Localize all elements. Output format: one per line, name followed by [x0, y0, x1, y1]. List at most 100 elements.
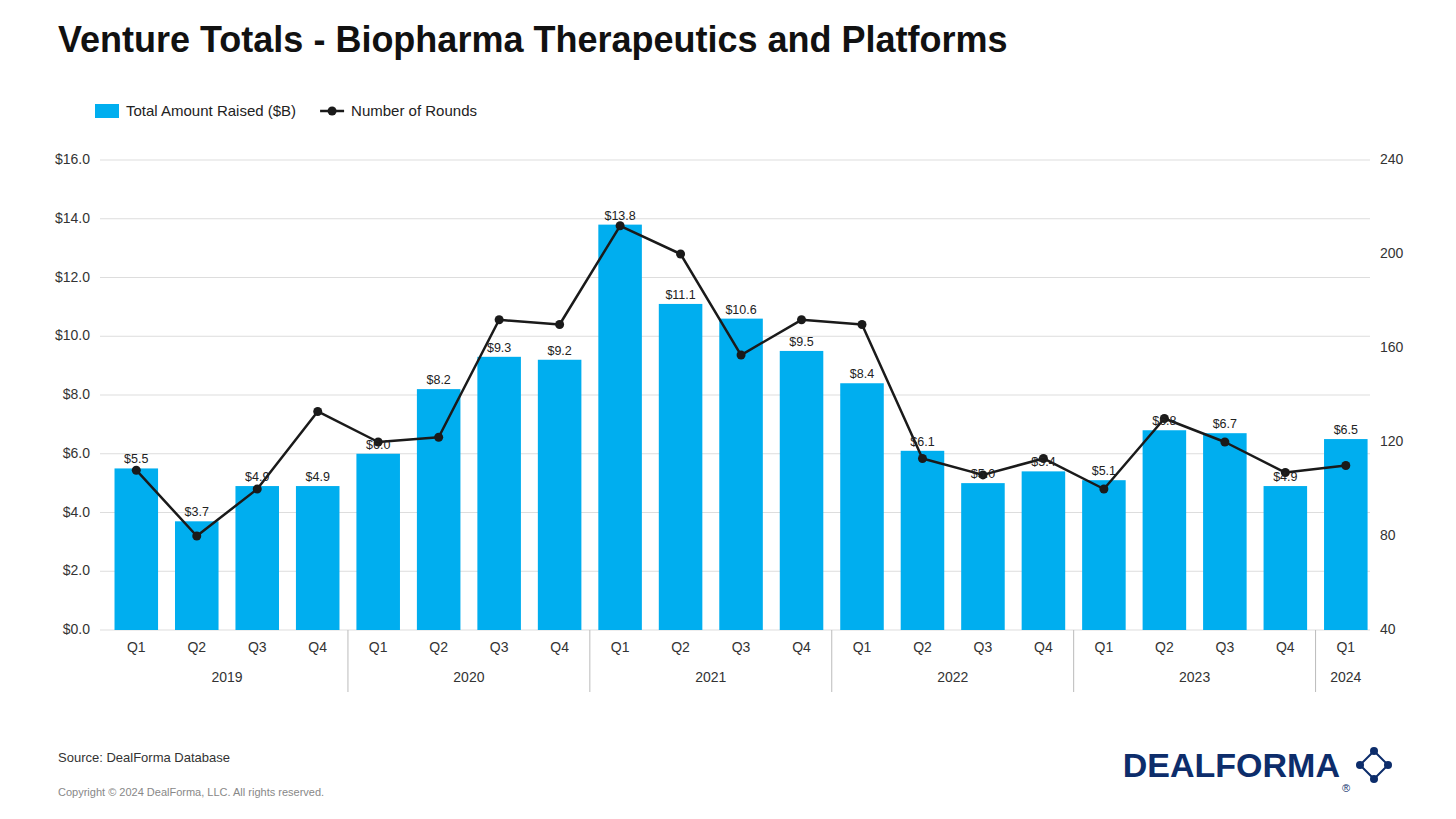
bar: [780, 351, 824, 630]
data-label: $3.7: [185, 505, 209, 519]
x-tick-label: Q3: [732, 639, 751, 655]
x-tick-label: Q3: [1216, 639, 1235, 655]
bar: [719, 319, 763, 630]
bar: [477, 357, 521, 630]
y2-tick-label: 160: [1380, 339, 1404, 355]
bar: [901, 451, 945, 630]
data-label: $9.3: [487, 341, 511, 355]
y2-tick-label: 80: [1380, 527, 1396, 543]
x-tick-label: Q4: [550, 639, 569, 655]
line-marker: [616, 221, 625, 230]
y-tick-label: $10.0: [55, 327, 90, 343]
title: Venture Totals - Biopharma Therapeutics …: [58, 19, 1008, 60]
data-label: $9.2: [547, 344, 571, 358]
data-label: $5.1: [1092, 464, 1116, 478]
data-label: $4.9: [1273, 470, 1297, 484]
y-tick-label: $6.0: [63, 445, 90, 461]
line-marker: [313, 407, 322, 416]
bar: [175, 521, 219, 630]
legend: Total Amount Raised ($B)Number of Rounds: [95, 102, 477, 119]
logo: DEALFORMA®: [1123, 746, 1392, 794]
line-marker: [918, 454, 927, 463]
line-marker: [737, 351, 746, 360]
data-label: $13.8: [604, 209, 635, 223]
bar: [1264, 486, 1308, 630]
legend-swatch: [328, 107, 337, 116]
y-tick-label: $16.0: [55, 151, 90, 167]
line-marker: [1341, 461, 1350, 470]
grid-line: [100, 160, 1370, 161]
y2-tick-label: 200: [1380, 245, 1404, 261]
y-tick-label: $2.0: [63, 562, 90, 578]
bar: [417, 389, 461, 630]
data-label: $5.4: [1031, 455, 1055, 469]
grid-line: [100, 277, 1370, 278]
bar: [659, 304, 703, 630]
logo-icon: [1360, 751, 1388, 779]
x-tick-label: Q1: [1336, 639, 1355, 655]
bar: [598, 225, 642, 630]
x-tick-label: Q1: [127, 639, 146, 655]
group-label: 2019: [211, 669, 242, 685]
line-marker: [676, 250, 685, 259]
data-label: $6.1: [910, 435, 934, 449]
group-label: 2023: [1179, 669, 1210, 685]
data-label: $10.6: [725, 303, 756, 317]
group-separator: [589, 630, 590, 692]
x-tick-label: Q4: [1276, 639, 1295, 655]
line-marker: [132, 466, 141, 475]
logo-icon: [1370, 747, 1378, 755]
line-marker: [1220, 438, 1229, 447]
logo-text: DEALFORMA: [1123, 746, 1340, 784]
line-marker: [434, 433, 443, 442]
bar: [1082, 480, 1126, 630]
bar: [1203, 433, 1247, 630]
legend-swatch: [95, 104, 119, 118]
bar: [235, 486, 279, 630]
bar: [961, 483, 1005, 630]
y-tick-label: $12.0: [55, 269, 90, 285]
bar: [840, 383, 884, 630]
x-tick-label: Q2: [429, 639, 448, 655]
x-tick-label: Q4: [1034, 639, 1053, 655]
group-label: 2020: [453, 669, 484, 685]
data-label: $6.7: [1213, 417, 1237, 431]
group-label: 2021: [695, 669, 726, 685]
grid-line: [100, 218, 1370, 219]
logo-icon: [1370, 775, 1378, 783]
group-label: 2022: [937, 669, 968, 685]
x-tick-label: Q1: [369, 639, 388, 655]
logo-icon: [1356, 761, 1364, 769]
y2-tick-label: 120: [1380, 433, 1404, 449]
grid: [100, 160, 1370, 630]
x-tick-label: Q3: [974, 639, 993, 655]
data-label: $6.8: [1152, 414, 1176, 428]
logo-icon: [1384, 761, 1392, 769]
data-label: $6.0: [366, 438, 390, 452]
plot-area: [115, 221, 1368, 630]
line-marker: [192, 532, 201, 541]
x-tick-label: Q2: [671, 639, 690, 655]
group-separator: [1073, 630, 1074, 692]
line-marker: [555, 320, 564, 329]
data-label: $5.5: [124, 452, 148, 466]
x-tick-label: Q2: [913, 639, 932, 655]
x-tick-label: Q3: [490, 639, 509, 655]
bar: [1143, 430, 1187, 630]
data-labels: $5.5$3.7$4.9$4.9$6.0$8.2$9.3$9.2$13.8$11…: [124, 209, 1358, 520]
copyright-note: Copyright © 2024 DealForma, LLC. All rig…: [58, 786, 324, 798]
data-label: $9.5: [789, 335, 813, 349]
data-label: $4.9: [245, 470, 269, 484]
data-label: $6.5: [1334, 423, 1358, 437]
line-marker: [495, 315, 504, 324]
bar: [1022, 471, 1066, 630]
line: [136, 226, 1346, 536]
bar: [356, 454, 400, 630]
group-separator: [347, 630, 348, 692]
background: [0, 0, 1456, 819]
chart: Venture Totals - Biopharma Therapeutics …: [0, 0, 1456, 819]
line-marker: [858, 320, 867, 329]
y-tick-label: $4.0: [63, 504, 90, 520]
group-separator: [831, 630, 832, 692]
data-label: $11.1: [665, 288, 695, 302]
